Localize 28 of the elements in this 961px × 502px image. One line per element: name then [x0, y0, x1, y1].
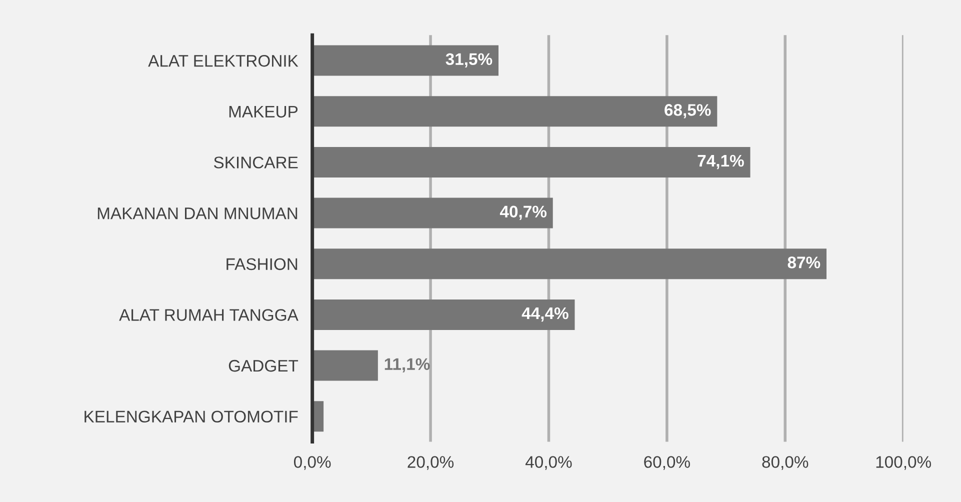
bar — [312, 248, 827, 280]
data-label: 31,5% — [446, 53, 492, 68]
y-tick-label: MAKANAN DAN MNUMAN — [98, 208, 298, 220]
y-tick-label: FASHION — [226, 258, 298, 270]
y-tick-label: KELENGKAPAN OTOMOTIF — [84, 410, 298, 423]
bar — [312, 350, 378, 381]
x-tick-label: 40,0% — [525, 456, 572, 470]
data-label: 44,4% — [522, 307, 568, 322]
bar — [312, 96, 718, 127]
y-tick-label: MAKEUP — [229, 106, 298, 118]
bar — [312, 198, 553, 228]
x-tick-label: 20,0% — [408, 456, 454, 470]
y-tick-label: GADGET — [228, 360, 298, 372]
bar — [312, 299, 575, 330]
x-tick-label: 80,0% — [762, 456, 808, 470]
x-tick-label: 100,0% — [876, 456, 932, 470]
bar — [312, 45, 498, 76]
bar — [312, 146, 750, 178]
x-tick-label: 0,0% — [294, 456, 331, 470]
data-label: 40,7% — [500, 206, 547, 220]
data-label: 11,1% — [384, 358, 430, 372]
y-tick-label: ALAT ELEKTRONIK — [148, 54, 298, 67]
data-label: 87% — [788, 256, 820, 268]
data-label: 68,5% — [664, 104, 711, 118]
y-tick-label: SKINCARE — [214, 156, 298, 168]
data-label: 74,1% — [698, 154, 744, 170]
y-tick-label: ALAT RUMAH TANGGA — [119, 309, 298, 321]
x-tick-label: 60,0% — [644, 456, 690, 470]
